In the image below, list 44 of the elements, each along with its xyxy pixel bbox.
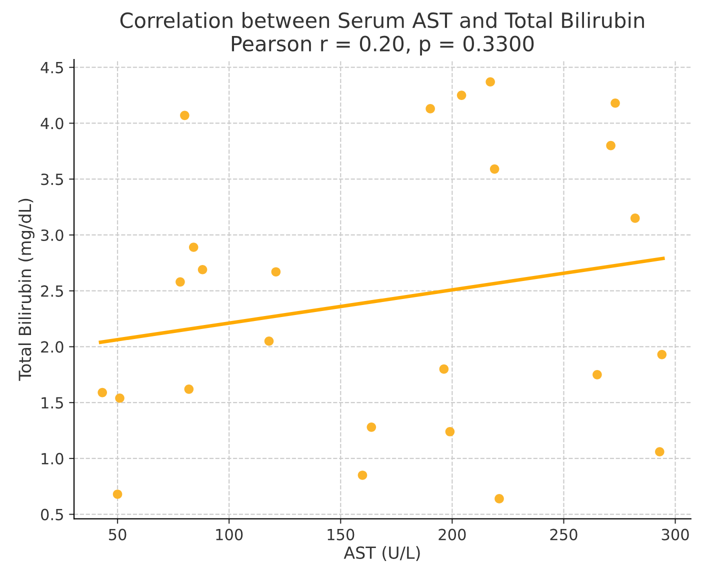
x-tick-label: 300 [662,528,689,540]
chart-subtitle: Pearson r = 0.20, p = 0.3300 [232,36,534,56]
point [112,490,122,499]
x-axis-title: AST (U/L) [344,546,420,561]
point [98,388,108,398]
y-tick-label: 0.5 [41,508,63,520]
y-tick-label: 3.5 [41,174,63,186]
point [180,110,190,120]
y-tick-label: 2.5 [41,285,63,297]
point [630,214,640,223]
x-tick-label: 200 [438,528,466,540]
point [486,77,495,87]
point [439,364,449,374]
y-tick-label: 3.0 [41,229,64,241]
point [115,393,124,403]
point [657,350,667,360]
y-tick-label: 2.0 [41,341,64,353]
point [606,140,616,150]
point [271,267,281,277]
y-tick-label: 1.5 [42,397,63,409]
point [184,384,194,394]
point [176,277,185,287]
point [592,370,602,380]
point [456,90,466,100]
point [610,98,620,108]
point [358,470,368,480]
point [198,264,208,274]
point [264,336,274,346]
y-tick-label: 1.0 [42,452,64,464]
x-tick-label: 100 [216,528,243,540]
y-tick-label: 4.0 [40,118,64,130]
point [655,447,664,456]
point [366,422,376,432]
x-tick-label: 150 [328,528,354,540]
point [445,426,455,436]
x-tick-label: 50 [108,528,126,540]
y-axis-title: Total Bilirubin (mg/dL) [18,198,34,381]
point [490,164,500,174]
chart-title: Correlation between Serum AST and Total Bilirubin [120,12,644,28]
point [188,242,198,252]
x-tick-label: 250 [550,528,578,540]
y-tick-label: 4.5 [40,62,63,74]
point [494,494,504,504]
point [426,104,435,114]
